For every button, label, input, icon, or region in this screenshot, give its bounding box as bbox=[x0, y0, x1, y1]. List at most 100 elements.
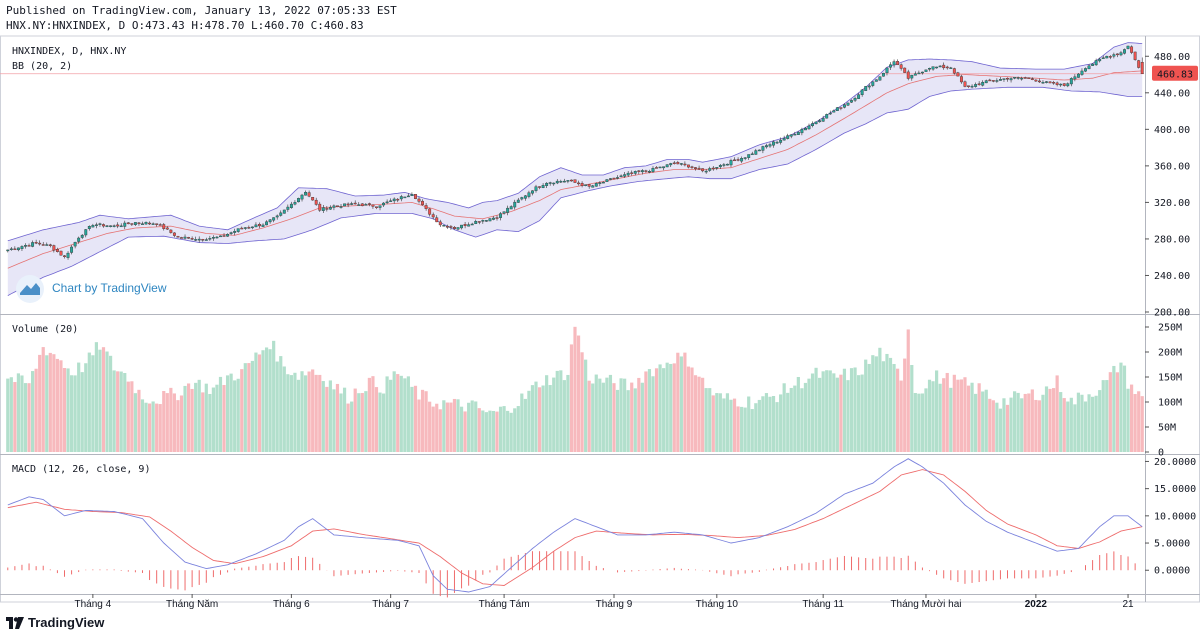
volume-bar[interactable] bbox=[417, 399, 421, 452]
volume-bar[interactable] bbox=[537, 387, 542, 452]
volume-bar[interactable] bbox=[995, 402, 999, 452]
watermark[interactable]: Chart by TradingView bbox=[16, 275, 167, 303]
candle[interactable] bbox=[126, 222, 130, 225]
candle[interactable] bbox=[573, 179, 577, 183]
candle[interactable] bbox=[48, 244, 52, 247]
candle[interactable] bbox=[463, 224, 467, 226]
volume-bar[interactable] bbox=[605, 377, 609, 452]
volume-bar[interactable] bbox=[1052, 388, 1056, 452]
volume-bar[interactable] bbox=[484, 412, 488, 452]
volume-bar[interactable] bbox=[435, 403, 439, 452]
volume-bar[interactable] bbox=[236, 378, 240, 452]
volume-bar[interactable] bbox=[194, 382, 198, 452]
candle[interactable] bbox=[45, 244, 49, 246]
volume-bar[interactable] bbox=[849, 368, 854, 452]
candle[interactable] bbox=[885, 67, 889, 74]
volume-bar[interactable] bbox=[740, 406, 744, 452]
volume-bar[interactable] bbox=[573, 326, 577, 452]
candle[interactable] bbox=[272, 217, 276, 221]
volume-bar[interactable] bbox=[396, 374, 400, 452]
candle[interactable] bbox=[970, 85, 974, 88]
candle[interactable] bbox=[268, 219, 272, 223]
candle[interactable] bbox=[1094, 60, 1098, 66]
volume-bar[interactable] bbox=[116, 371, 120, 452]
volume-bar[interactable] bbox=[896, 368, 900, 452]
volume-bar[interactable] bbox=[342, 387, 347, 452]
candle[interactable] bbox=[148, 222, 152, 225]
candle[interactable] bbox=[481, 220, 485, 222]
volume-bar[interactable] bbox=[725, 393, 730, 452]
volume-bar[interactable] bbox=[1080, 394, 1084, 452]
volume-bar[interactable] bbox=[1076, 392, 1081, 452]
volume-bar[interactable] bbox=[594, 374, 598, 452]
volume-bar[interactable] bbox=[686, 366, 691, 452]
candle[interactable] bbox=[105, 225, 109, 227]
candle[interactable] bbox=[208, 238, 212, 240]
volume-bar[interactable] bbox=[1027, 393, 1031, 452]
volume-bar[interactable] bbox=[431, 406, 435, 452]
volume-bar[interactable] bbox=[94, 342, 98, 452]
candle[interactable] bbox=[367, 203, 371, 205]
candle[interactable] bbox=[130, 223, 134, 225]
volume-bar[interactable] bbox=[477, 408, 481, 452]
volume-bar[interactable] bbox=[818, 377, 822, 452]
candle[interactable] bbox=[683, 163, 687, 166]
volume-bar[interactable] bbox=[821, 371, 825, 452]
candle[interactable] bbox=[722, 164, 726, 166]
volume-bar[interactable] bbox=[243, 363, 247, 452]
volume-bar[interactable] bbox=[509, 412, 513, 452]
volume-bar[interactable] bbox=[48, 352, 52, 452]
candle[interactable] bbox=[651, 168, 655, 172]
watermark-text[interactable]: Chart by TradingView bbox=[52, 281, 167, 295]
candle[interactable] bbox=[240, 227, 244, 230]
volume-bar[interactable] bbox=[945, 372, 949, 452]
volume-bar[interactable] bbox=[13, 382, 17, 452]
volume-bar[interactable] bbox=[1137, 391, 1141, 452]
candle[interactable] bbox=[165, 227, 169, 230]
candle[interactable] bbox=[98, 223, 102, 225]
candle[interactable] bbox=[371, 204, 375, 207]
volume-bar[interactable] bbox=[172, 393, 176, 452]
candle[interactable] bbox=[484, 220, 488, 222]
volume-bar[interactable] bbox=[846, 380, 850, 452]
volume-bar[interactable] bbox=[697, 376, 701, 452]
volume-bar[interactable] bbox=[662, 368, 666, 452]
candle[interactable] bbox=[577, 182, 580, 185]
candle[interactable] bbox=[747, 154, 751, 158]
candle[interactable] bbox=[1101, 57, 1105, 59]
volume-bar[interactable] bbox=[906, 329, 910, 452]
volume-bar[interactable] bbox=[615, 389, 620, 452]
volume-bar[interactable] bbox=[779, 394, 783, 452]
volume-bar[interactable] bbox=[272, 340, 276, 452]
volume-bar[interactable] bbox=[942, 378, 946, 452]
volume-bar[interactable] bbox=[1034, 399, 1038, 452]
volume-bar[interactable] bbox=[186, 383, 191, 452]
candle[interactable] bbox=[1137, 60, 1141, 68]
candle[interactable] bbox=[1013, 77, 1017, 79]
volume-bar[interactable] bbox=[250, 360, 254, 452]
candle[interactable] bbox=[360, 203, 364, 207]
volume-bar[interactable] bbox=[1009, 397, 1013, 452]
candle[interactable] bbox=[350, 203, 354, 205]
candle[interactable] bbox=[938, 65, 942, 68]
volume-bar[interactable] bbox=[254, 352, 258, 452]
candle[interactable] bbox=[151, 223, 155, 225]
candle[interactable] bbox=[502, 211, 506, 214]
candle[interactable] bbox=[194, 239, 198, 241]
volume-bar[interactable] bbox=[708, 388, 712, 452]
volume-bar[interactable] bbox=[920, 393, 925, 452]
candle[interactable] bbox=[116, 224, 120, 227]
candle[interactable] bbox=[1037, 80, 1041, 83]
volume-bar[interactable] bbox=[743, 407, 747, 452]
volume-bar[interactable] bbox=[867, 363, 871, 452]
volume-bar[interactable] bbox=[658, 364, 662, 452]
candle[interactable] bbox=[1066, 83, 1070, 87]
volume-bar[interactable] bbox=[147, 403, 152, 452]
candle[interactable] bbox=[892, 61, 896, 66]
candle[interactable] bbox=[9, 248, 13, 251]
candle[interactable] bbox=[1055, 82, 1059, 85]
volume-bar[interactable] bbox=[541, 385, 545, 452]
volume-bar[interactable] bbox=[481, 410, 485, 452]
candle[interactable] bbox=[633, 171, 637, 174]
candle[interactable] bbox=[13, 248, 17, 251]
